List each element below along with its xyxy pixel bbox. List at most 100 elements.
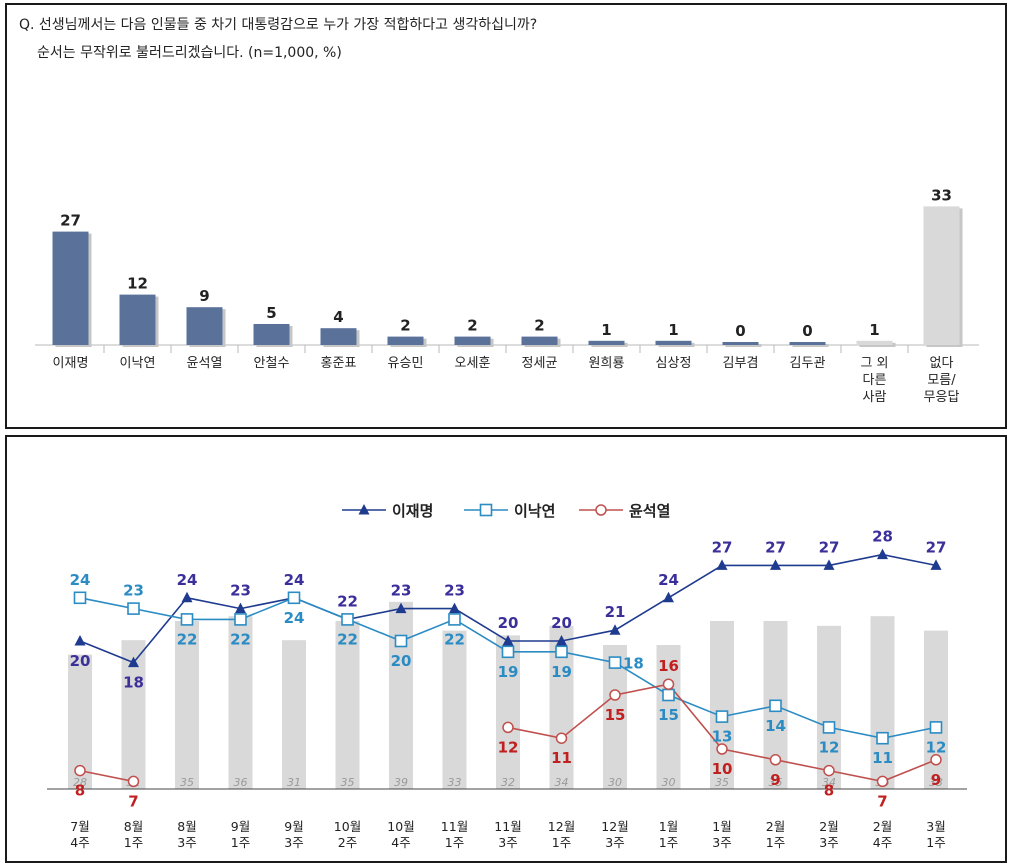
data-label: 20 bbox=[391, 652, 412, 670]
data-label: 24 bbox=[284, 571, 305, 589]
data-label: 24 bbox=[70, 571, 91, 589]
data-label: 7 bbox=[128, 792, 138, 810]
bar bbox=[856, 340, 893, 345]
bar-value-label: 0 bbox=[802, 322, 812, 340]
marker-triangle bbox=[556, 635, 567, 646]
marker-square bbox=[448, 613, 461, 626]
x-tick-label: 9월 1주 bbox=[231, 819, 250, 850]
x-tick-label: 1월 3주 bbox=[712, 819, 731, 850]
marker-square bbox=[127, 602, 140, 615]
data-label: 22 bbox=[337, 592, 358, 610]
background-bar-label: 35 bbox=[769, 776, 783, 789]
background-bar-label: 31 bbox=[287, 776, 301, 789]
marker-square bbox=[876, 731, 889, 745]
data-label: 23 bbox=[230, 582, 251, 600]
bar bbox=[789, 342, 826, 345]
marker-triangle bbox=[358, 504, 370, 515]
data-label: 12 bbox=[498, 738, 519, 756]
marker-circle bbox=[716, 743, 728, 755]
bar bbox=[52, 231, 89, 345]
marker-triangle bbox=[128, 656, 139, 668]
bar-shadow bbox=[725, 344, 762, 347]
data-label: 7 bbox=[877, 792, 887, 810]
marker-square bbox=[555, 645, 568, 659]
bar bbox=[387, 336, 424, 345]
marker-circle bbox=[595, 504, 607, 516]
bar bbox=[320, 328, 357, 345]
background-bar bbox=[228, 616, 253, 789]
bar bbox=[253, 324, 290, 345]
category-label: 이재명 bbox=[53, 356, 89, 371]
data-label: 11 bbox=[872, 749, 893, 767]
background-bar-label: 33 bbox=[929, 776, 943, 789]
category-label: 이낙연 bbox=[120, 356, 156, 371]
category-label: 안철수 bbox=[254, 356, 290, 371]
x-tick-label: 3월 1주 bbox=[926, 819, 945, 850]
data-label: 9 bbox=[931, 771, 941, 789]
background-bar-label: 30 bbox=[662, 776, 676, 789]
data-label: 20 bbox=[551, 614, 572, 632]
x-tick-label: 12월 1주 bbox=[548, 819, 575, 850]
bar-value-label: 1 bbox=[869, 321, 879, 339]
background-bar bbox=[282, 640, 306, 789]
data-label: 27 bbox=[712, 538, 733, 556]
marker-triangle bbox=[716, 559, 728, 570]
data-label: 8 bbox=[75, 782, 85, 800]
bar bbox=[588, 340, 625, 345]
data-label: 20 bbox=[70, 652, 91, 670]
marker-square bbox=[73, 591, 87, 605]
marker-circle bbox=[502, 721, 514, 734]
data-label: 8 bbox=[824, 782, 834, 800]
background-bar-label: 28 bbox=[73, 776, 87, 789]
data-label: 23 bbox=[123, 582, 144, 600]
marker-square bbox=[822, 721, 836, 734]
bar-value-label: 9 bbox=[199, 287, 209, 305]
background-bar bbox=[496, 635, 520, 789]
question-line-2: 순서는 무작위로 불러드리겠습니다. (n=1,000, %) bbox=[37, 45, 342, 61]
bar-value-label: 2 bbox=[400, 317, 410, 335]
bar bbox=[186, 307, 223, 345]
data-label: 22 bbox=[230, 630, 251, 648]
data-label: 12 bbox=[819, 738, 840, 756]
bar-value-label: 5 bbox=[266, 304, 276, 322]
data-label: 18 bbox=[623, 655, 644, 673]
marker-square bbox=[608, 656, 622, 669]
line-chart: 28313536313539333234303035353436337월4주8월… bbox=[47, 502, 967, 850]
marker-square bbox=[287, 591, 301, 605]
data-label: 21 bbox=[605, 603, 626, 621]
category-label: 원희룡 bbox=[589, 356, 625, 371]
background-bar bbox=[870, 616, 895, 789]
bar-shadow bbox=[792, 344, 829, 347]
data-label: 24 bbox=[658, 571, 679, 589]
data-label: 27 bbox=[765, 538, 786, 556]
bar bbox=[655, 340, 692, 345]
marker-triangle bbox=[823, 559, 835, 570]
data-label: 14 bbox=[765, 717, 786, 735]
data-label: 24 bbox=[284, 609, 305, 627]
bar-chart: 27 이재명 12 이낙연 9 윤석열 5 안철수 4 홍준표 2 유승민 2 오세훈 2 정세균 1 원희룡 1 심… bbox=[35, 186, 979, 405]
marker-circle bbox=[876, 775, 889, 788]
x-tick-label: 11월 3주 bbox=[494, 819, 521, 850]
category-label: 홍준표 bbox=[321, 356, 357, 371]
x-tick-label: 2월 3주 bbox=[819, 819, 838, 850]
data-label: 24 bbox=[177, 571, 198, 589]
marker-triangle bbox=[235, 602, 246, 614]
x-tick-label: 2월 4주 bbox=[873, 819, 892, 850]
data-label: 10 bbox=[712, 760, 733, 778]
background-bar-label: 34 bbox=[822, 776, 836, 789]
legend-label: 윤석열 bbox=[629, 502, 670, 520]
marker-square bbox=[715, 710, 729, 723]
category-label: 김부겸 bbox=[723, 356, 759, 371]
data-label: 15 bbox=[658, 706, 679, 724]
data-label: 23 bbox=[391, 582, 412, 600]
legend-label: 이낙연 bbox=[514, 502, 555, 520]
data-label: 11 bbox=[551, 749, 572, 767]
background-bar bbox=[335, 621, 360, 789]
bar-value-label: 12 bbox=[127, 275, 148, 293]
marker-circle bbox=[662, 678, 675, 690]
data-label: 22 bbox=[444, 630, 465, 648]
category-label: 윤석열 bbox=[187, 356, 223, 371]
marker-circle bbox=[769, 754, 782, 766]
legend-label: 이재명 bbox=[392, 502, 433, 520]
background-bar-label: 36 bbox=[234, 776, 248, 789]
